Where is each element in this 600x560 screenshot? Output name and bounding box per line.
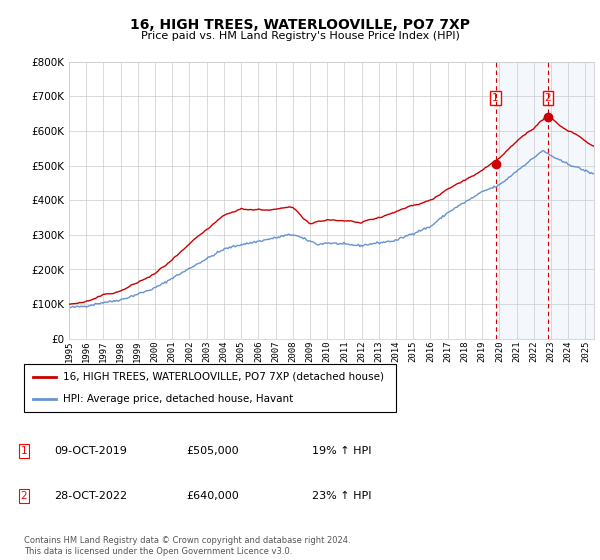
Text: 2: 2	[545, 93, 551, 103]
Text: 19% ↑ HPI: 19% ↑ HPI	[312, 446, 371, 456]
Text: 1: 1	[20, 446, 28, 456]
Text: 16, HIGH TREES, WATERLOOVILLE, PO7 7XP (detached house): 16, HIGH TREES, WATERLOOVILLE, PO7 7XP (…	[63, 372, 384, 382]
Text: 28-OCT-2022: 28-OCT-2022	[54, 491, 127, 501]
Text: £640,000: £640,000	[186, 491, 239, 501]
Text: 2: 2	[20, 491, 28, 501]
Text: HPI: Average price, detached house, Havant: HPI: Average price, detached house, Hava…	[63, 394, 293, 404]
Text: 16, HIGH TREES, WATERLOOVILLE, PO7 7XP: 16, HIGH TREES, WATERLOOVILLE, PO7 7XP	[130, 18, 470, 32]
Text: 23% ↑ HPI: 23% ↑ HPI	[312, 491, 371, 501]
Text: £505,000: £505,000	[186, 446, 239, 456]
Text: Price paid vs. HM Land Registry's House Price Index (HPI): Price paid vs. HM Land Registry's House …	[140, 31, 460, 41]
Text: 1: 1	[492, 93, 499, 103]
Text: 09-OCT-2019: 09-OCT-2019	[54, 446, 127, 456]
Text: Contains HM Land Registry data © Crown copyright and database right 2024.
This d: Contains HM Land Registry data © Crown c…	[24, 535, 350, 557]
